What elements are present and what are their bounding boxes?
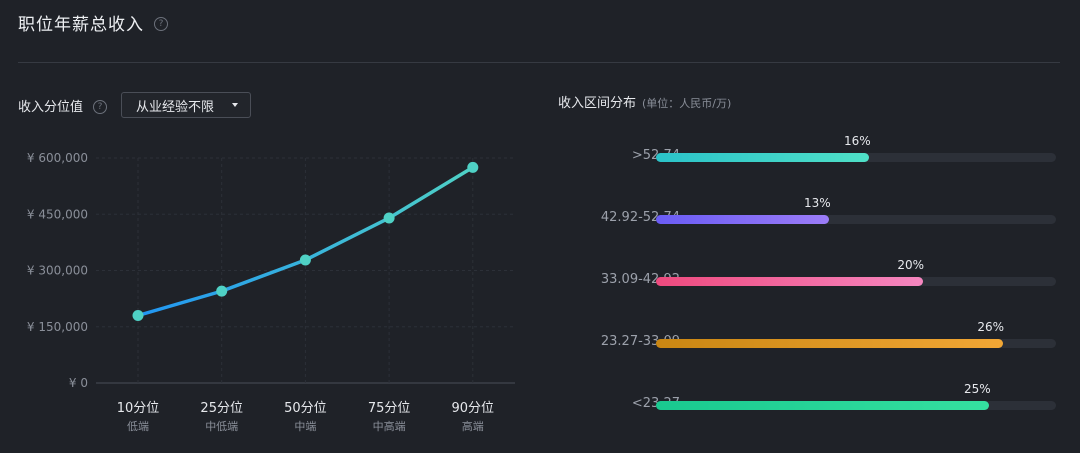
bar-value-label: 25% <box>963 382 991 396</box>
bar-track <box>656 401 1056 410</box>
percentile-help-icon[interactable]: ? <box>93 99 108 114</box>
data-point <box>299 254 311 266</box>
y-tick-label: ¥ 600,000 <box>27 151 88 165</box>
experience-dropdown-value: 从业经验不限 <box>136 99 215 115</box>
bar-track <box>656 215 1056 224</box>
distribution-header: 收入区间分布 (单位：人民币/万) <box>558 92 731 111</box>
bar-track <box>656 277 1056 286</box>
x-tick-sublabel: 中高端 <box>373 419 406 433</box>
bar-row: <23.2725% <box>540 378 1080 418</box>
x-tick-label: 90分位 <box>452 401 495 416</box>
x-tick-label: 10分位 <box>117 401 160 416</box>
y-tick-label: ¥ 0 <box>69 376 88 390</box>
data-point <box>383 212 395 224</box>
percentile-line-chart: ¥ 0 ¥ 150,000 ¥ 300,000 ¥ 450,000 ¥ 600,000 1… <box>27 151 515 433</box>
y-tick-label: ¥ 150,000 <box>27 320 88 334</box>
bar-value-label: 16% <box>843 134 871 148</box>
y-tick-label: ¥ 450,000 <box>27 207 88 221</box>
distribution-unit: (单位：人民币/万) <box>642 97 732 110</box>
bar <box>656 339 1003 348</box>
bar <box>656 277 923 286</box>
bar <box>656 153 870 162</box>
percentile-header: 收入分位值 ? 从业经验不限 <box>18 92 252 118</box>
x-tick-sublabel: 高端 <box>462 419 484 433</box>
bar-track <box>656 153 1056 162</box>
bar-row: 23.27-33.09 26% <box>540 316 1080 356</box>
distribution-title: 收入区间分布 <box>558 96 637 111</box>
x-tick-label: 50分位 <box>284 401 327 416</box>
data-point <box>467 161 479 173</box>
help-icon[interactable]: ? <box>154 17 168 31</box>
bar-value-label: 20% <box>897 258 924 272</box>
page-title: 职位年薪总收入 <box>18 15 144 35</box>
bar-row: 33.09-42.92 20% <box>540 254 1080 294</box>
bar <box>656 401 990 410</box>
x-tick-sublabel: 中端 <box>294 420 316 433</box>
percentile-label: 收入分位值 <box>18 99 84 115</box>
chevron-down-icon <box>232 103 239 107</box>
data-point <box>132 310 144 321</box>
x-tick-sublabel: 低端 <box>127 420 149 433</box>
data-point <box>216 285 228 297</box>
bar <box>656 215 830 224</box>
bar-row: >52.7416% <box>540 130 1080 170</box>
x-tick-label: 25分位 <box>200 401 243 416</box>
bar-value-label: 26% <box>977 320 1004 334</box>
bar-row: 42.92-52.74 13% <box>540 192 1080 232</box>
page-header: 职位年薪总收入 ? <box>18 10 168 35</box>
header-divider <box>18 62 1060 63</box>
x-tick-sublabel: 中低端 <box>205 420 238 433</box>
y-tick-label: ¥ 300,000 <box>27 264 88 278</box>
x-tick-label: 75分位 <box>368 401 411 416</box>
bar-track <box>656 339 1056 348</box>
bar-value-label: 13% <box>803 196 831 210</box>
experience-dropdown[interactable]: 从业经验不限 <box>121 92 252 118</box>
